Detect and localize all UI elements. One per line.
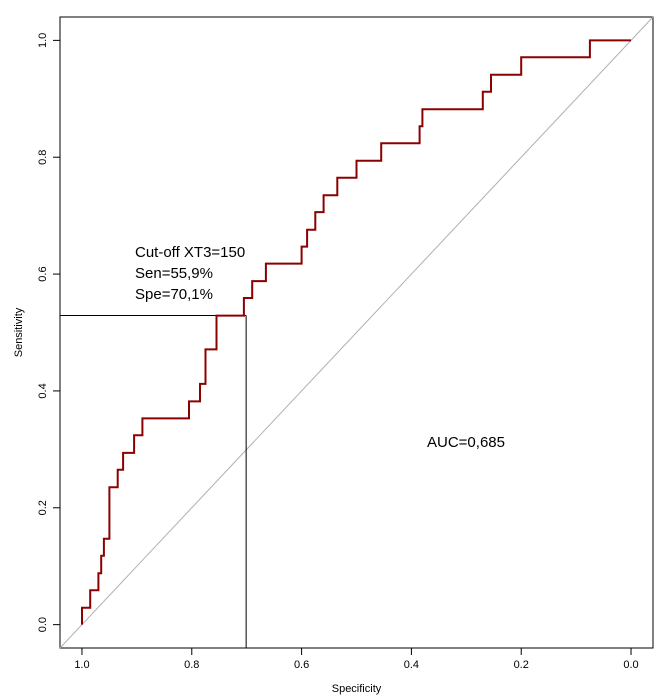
x-tick-label: 0.4	[404, 659, 419, 671]
y-tick-label: 0.0	[37, 617, 49, 632]
auc-label: AUC=0,685	[427, 434, 505, 451]
x-tick-label: 1.0	[74, 659, 89, 671]
y-tick-label: 0.8	[37, 150, 49, 165]
y-tick-label: 0.6	[37, 266, 49, 281]
y-tick-label: 0.4	[37, 383, 49, 398]
x-axis: 1.0 0.8 0.6 0.4 0.2 0.0	[74, 647, 639, 671]
reference-diagonal	[59, 16, 654, 649]
cutoff-guides	[60, 315, 247, 648]
cutoff-label-threshold: Cut-off XT3=150	[135, 244, 245, 261]
x-tick-label: 0.2	[514, 659, 529, 671]
y-axis: 0.0 0.2 0.4 0.6 0.8 1.0	[37, 33, 61, 632]
y-axis-title: Sensitivity	[13, 307, 25, 357]
cutoff-label-specificity: Spe=70,1%	[135, 286, 213, 303]
x-tick-label: 0.8	[184, 659, 199, 671]
x-tick-label: 0.6	[294, 659, 309, 671]
cutoff-label-sensitivity: Sen=55,9%	[135, 265, 213, 282]
y-tick-label: 1.0	[37, 33, 49, 48]
y-tick-label: 0.2	[37, 500, 49, 515]
x-axis-title: Specificity	[332, 683, 382, 695]
roc-curve	[81, 39, 631, 625]
x-tick-label: 0.0	[623, 659, 638, 671]
